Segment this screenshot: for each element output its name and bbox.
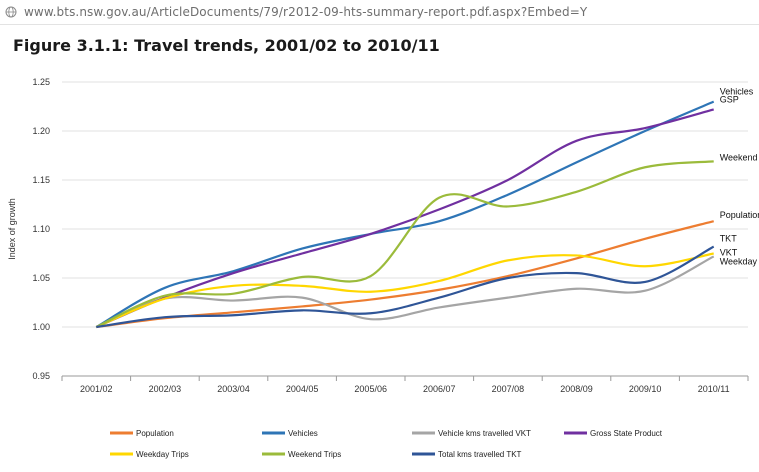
y-tick-label: 1.15 bbox=[32, 175, 50, 185]
series-end-label: Weekend trips bbox=[720, 152, 759, 162]
x-tick-label: 2007/08 bbox=[492, 384, 525, 394]
x-axis-ticks: 2001/02 2002/03 2003/04 2004/05 2005/06 2006/… bbox=[80, 384, 730, 394]
url-text[interactable]: www.bts.nsw.gov.au/ArticleDocuments/79/r… bbox=[24, 5, 588, 19]
x-tick-label: 2009/10 bbox=[629, 384, 662, 394]
series-end-label: Vehicles bbox=[720, 87, 754, 97]
series-lines bbox=[95, 100, 715, 329]
grid-lines bbox=[61, 81, 749, 381]
series-end-label: GSP bbox=[720, 94, 739, 104]
series-line-vehicle-kms-travelled-vkt bbox=[95, 255, 715, 329]
figure-title: Figure 3.1.1: Travel trends, 2001/02 to … bbox=[13, 36, 440, 55]
y-tick-label: 1.10 bbox=[32, 224, 50, 234]
series-end-label: Weekday trips bbox=[720, 257, 759, 267]
x-tick-label: 2006/07 bbox=[423, 384, 456, 394]
globe-icon bbox=[5, 6, 17, 18]
legend-label: Weekend Trips bbox=[288, 450, 341, 459]
x-tick-label: 2004/05 bbox=[286, 384, 319, 394]
x-tick-label: 2001/02 bbox=[80, 384, 113, 394]
y-axis-label: Index of growth bbox=[7, 198, 17, 260]
y-axis-ticks: 0.95 1.00 1.05 1.10 1.15 1.20 1.25 bbox=[32, 77, 50, 381]
x-tick-label: 2002/03 bbox=[149, 384, 182, 394]
series-line-total-kms-travelled-tkt bbox=[96, 245, 715, 329]
series-end-label: TKT bbox=[720, 234, 738, 244]
series-line-weekday-trips bbox=[95, 252, 714, 329]
series-line-gross-state-product bbox=[95, 108, 714, 329]
address-bar[interactable]: www.bts.nsw.gov.au/ArticleDocuments/79/r… bbox=[0, 0, 759, 25]
legend-label: Vehicles bbox=[288, 429, 318, 438]
series-end-label: Population bbox=[720, 210, 759, 220]
legend: Population Vehicles Vehicle kms travelled … bbox=[110, 429, 663, 459]
y-tick-label: 1.20 bbox=[32, 126, 50, 136]
legend-label: Population bbox=[136, 429, 174, 438]
y-tick-label: 1.05 bbox=[32, 273, 50, 283]
series-end-labels: Population Vehicles VKT GSP Weekday trips Wee… bbox=[720, 87, 759, 267]
x-tick-label: 2003/04 bbox=[217, 384, 250, 394]
legend-label: Gross State Product bbox=[590, 429, 663, 438]
series-line-vehicles bbox=[95, 100, 715, 328]
y-tick-label: 1.00 bbox=[32, 322, 50, 332]
y-tick-label: 0.95 bbox=[32, 371, 50, 381]
legend-label: Weekday Trips bbox=[136, 450, 189, 459]
x-tick-label: 2005/06 bbox=[354, 384, 387, 394]
x-tick-label: 2008/09 bbox=[560, 384, 593, 394]
travel-trends-chart: 0.95 1.00 1.05 1.10 1.15 1.20 1.25 2001/02 2002… bbox=[7, 77, 759, 459]
y-tick-label: 1.25 bbox=[32, 77, 50, 87]
legend-label: Vehicle kms travelled VKT bbox=[438, 429, 531, 438]
x-tick-label: 2010/11 bbox=[698, 384, 730, 394]
series-line-weekend-trips bbox=[95, 160, 714, 329]
legend-label: Total kms travelled TKT bbox=[438, 450, 522, 459]
series-end-label: VKT bbox=[720, 247, 738, 257]
